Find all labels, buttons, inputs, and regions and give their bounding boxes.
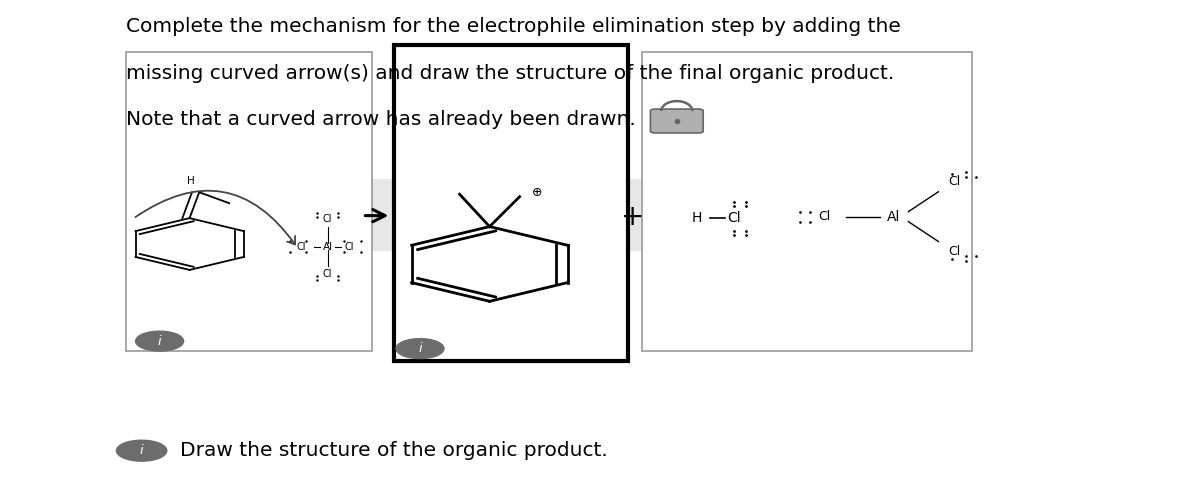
Text: Cl: Cl xyxy=(296,242,306,251)
Text: Complete the mechanism for the electrophile elimination step by adding the: Complete the mechanism for the electroph… xyxy=(126,17,901,36)
Text: Cl: Cl xyxy=(948,245,960,258)
Text: H: H xyxy=(691,211,702,225)
Text: Cl: Cl xyxy=(818,210,830,223)
Text: Cl: Cl xyxy=(323,269,332,279)
Text: Note that a curved arrow has already been drawn.: Note that a curved arrow has already bee… xyxy=(126,110,636,129)
Text: H: H xyxy=(187,176,194,186)
Bar xyxy=(394,45,628,361)
FancyArrowPatch shape xyxy=(136,191,295,245)
Text: ⊕: ⊕ xyxy=(533,186,542,199)
Text: Al: Al xyxy=(887,210,901,224)
Circle shape xyxy=(396,339,444,359)
Text: i: i xyxy=(139,444,144,457)
Text: i: i xyxy=(418,342,422,355)
Text: Draw the structure of the organic product.: Draw the structure of the organic produc… xyxy=(180,441,607,460)
Text: Cl: Cl xyxy=(323,214,332,224)
Text: +: + xyxy=(620,203,644,231)
Text: missing curved arrow(s) and draw the structure of the final organic product.: missing curved arrow(s) and draw the str… xyxy=(126,64,894,83)
Bar xyxy=(126,52,372,351)
Text: Cl: Cl xyxy=(727,211,740,225)
FancyBboxPatch shape xyxy=(650,109,703,133)
Text: i: i xyxy=(157,335,162,348)
Circle shape xyxy=(136,331,184,351)
Text: Cl: Cl xyxy=(344,242,354,251)
Circle shape xyxy=(116,440,167,461)
Bar xyxy=(126,179,702,251)
Bar xyxy=(642,52,972,351)
Text: Cl: Cl xyxy=(948,175,960,188)
Text: Al: Al xyxy=(323,242,332,251)
